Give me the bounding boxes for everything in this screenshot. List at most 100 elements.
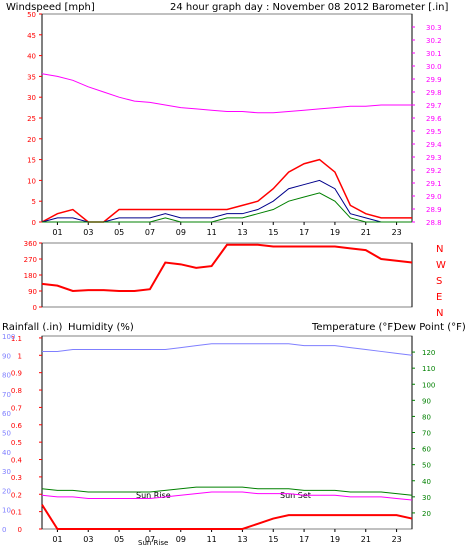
climate-panel-x-tick-label: 07 (145, 535, 155, 544)
baro-y-tick-label: 29.8 (426, 89, 442, 97)
humidity-y-tick-label: 80 (2, 372, 11, 380)
baro-y-tick-label: 28.9 (426, 206, 442, 214)
climate-panel-x-tick-label: 03 (83, 535, 93, 544)
baro-y-tick-label: 29.1 (426, 180, 442, 188)
wind-y-tick-label: 30 (27, 94, 36, 102)
baro-y-tick-label: 30.1 (426, 50, 442, 58)
humidity-y-tick-label: 90 (2, 352, 11, 360)
temperature-line (41, 486, 413, 496)
temp-y-tick-label: 80 (422, 413, 431, 421)
baro-y-tick-label: 30.3 (426, 24, 442, 32)
windspeed-axis-label: Windspeed [mph] (6, 2, 95, 13)
temperature-axis-label: Temperature (°F) (311, 322, 397, 333)
baro-y-tick-label: 30.2 (426, 37, 442, 45)
rain-y-tick-label: 0.9 (11, 370, 22, 378)
humidity-y-tick-label: 20 (2, 487, 11, 495)
baro-y-tick-label: 29.5 (426, 128, 442, 136)
wind-y-tick-label: 35 (27, 73, 36, 81)
baro-y-tick-label: 29.4 (426, 141, 442, 149)
humidity-y-tick-label: 0 (2, 526, 6, 534)
direction-y-tick-label: 0 (33, 304, 37, 312)
climate-panel-x-tick-label: 23 (392, 535, 402, 544)
baro-y-tick-label: 29.0 (426, 193, 442, 201)
temp-y-tick-label: 20 (422, 510, 431, 518)
temp-y-tick-label: 110 (422, 365, 435, 373)
chart-layer: 0510152025303540455028.828.929.029.129.2… (2, 11, 446, 544)
direction-line (41, 243, 413, 293)
wind-panel-x-tick-label: 09 (176, 228, 186, 237)
wind-panel-x-tick-label: 03 (83, 228, 93, 237)
climate-panel-x-tick-label: 01 (52, 535, 62, 544)
temp-y-tick-label: 70 (422, 430, 431, 438)
humidity-y-tick-label: 40 (2, 449, 11, 457)
temp-y-tick-label: 100 (422, 381, 435, 389)
baro-y-tick-label: 28.8 (426, 219, 442, 227)
compass-label: N (436, 308, 443, 319)
climate-panel-frame (41, 335, 413, 530)
wind-panel-x-tick-label: 19 (330, 228, 340, 237)
chart-title: 24 hour graph day : November 08 2012 (170, 2, 369, 13)
direction-y-tick-label: 360 (24, 240, 37, 248)
temp-y-tick-label: 50 (422, 462, 431, 470)
rain-y-tick-label: 0.7 (11, 404, 22, 412)
wind-y-tick-label: 15 (27, 157, 36, 165)
wind-panel-x-tick-label: 13 (237, 228, 247, 237)
barometer-axis-label: Barometer [.in] (372, 2, 448, 13)
climate-panel-x-tick-label: 05 (114, 535, 124, 544)
temp-y-tick-label: 120 (422, 349, 435, 357)
humidity-y-tick-label: 70 (2, 391, 11, 399)
climate-panel-x-tick-label: 21 (361, 535, 371, 544)
rainfall-line (41, 504, 413, 530)
direction-panel-frame (41, 242, 413, 308)
sunset-label-top: Sun Set (280, 491, 311, 500)
baro-y-tick-label: 30.0 (426, 63, 442, 71)
dewpoint-line (41, 491, 413, 501)
sunrise-x-label: Sun Rise (138, 539, 168, 547)
humidity-y-tick-label: 50 (2, 430, 11, 438)
direction-y-tick-label: 270 (24, 256, 37, 264)
wind-panel-frame (41, 13, 413, 223)
direction-y-tick-label: 180 (24, 272, 37, 280)
temp-y-tick-label: 30 (422, 494, 431, 502)
humidity-y-tick-label: 100 (2, 333, 15, 341)
compass-label: S (436, 276, 442, 287)
wind-y-tick-label: 25 (27, 115, 36, 123)
rainfall-axis-label: Rainfall (.in) (2, 322, 63, 333)
wind-panel-x-tick-label: 05 (114, 228, 124, 237)
climate-panel-x-tick-label: 09 (176, 535, 186, 544)
windspeed-avg-line (41, 179, 412, 223)
humidity-axis-label: Humidity (%) (68, 322, 134, 333)
rain-y-tick-label: 0.1 (11, 509, 22, 517)
wind-panel-x-tick-label: 17 (299, 228, 309, 237)
rain-y-tick-label: 0.8 (11, 387, 22, 395)
dewpoint-axis-label: Dew Point (°F) (394, 322, 466, 333)
humidity-line (42, 343, 413, 356)
direction-y-tick-label: 90 (28, 288, 37, 296)
humidity-y-tick-label: 60 (2, 410, 11, 418)
compass-label: E (436, 292, 442, 303)
climate-panel-x-tick-label: 19 (330, 535, 340, 544)
wind-panel-x-tick-label: 21 (361, 228, 371, 237)
wind-panel-x-tick-label: 07 (145, 228, 155, 237)
baro-y-tick-label: 29.9 (426, 76, 442, 84)
wind-y-tick-label: 10 (27, 177, 36, 185)
baro-y-tick-label: 29.7 (426, 102, 442, 110)
temp-y-tick-label: 90 (422, 397, 431, 405)
wind-panel-x-tick-label: 11 (207, 228, 217, 237)
wind-panel-x-tick-label: 01 (52, 228, 62, 237)
climate-panel-x-tick-label: 13 (237, 535, 247, 544)
rain-y-tick-label: 0.2 (11, 491, 22, 499)
baro-y-tick-label: 29.2 (426, 167, 442, 175)
compass-label: N (436, 244, 443, 255)
climate-panel-x-tick-label: 11 (207, 535, 217, 544)
compass-label: W (436, 260, 446, 271)
rain-y-tick-label: 0.6 (11, 422, 23, 430)
baro-y-tick-label: 29.3 (426, 154, 442, 162)
humidity-y-tick-label: 10 (2, 507, 11, 515)
wind-panel-x-tick-label: 23 (392, 228, 402, 237)
wind-y-tick-label: 5 (32, 198, 36, 206)
humidity-y-tick-label: 30 (2, 468, 11, 476)
temp-y-tick-label: 40 (422, 478, 431, 486)
